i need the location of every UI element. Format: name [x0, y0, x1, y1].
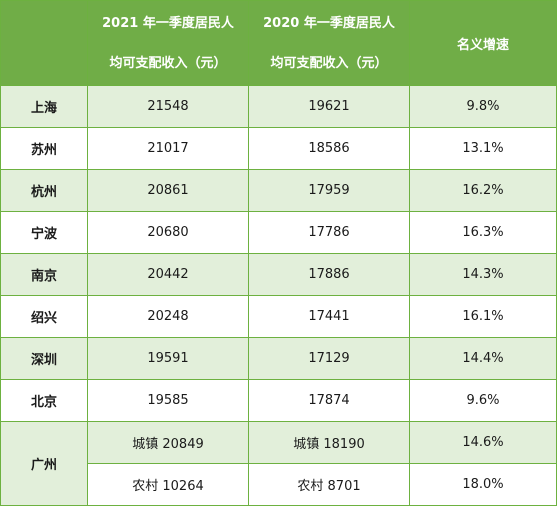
header-income-2020-line1: 2020 年一季度居民人	[263, 15, 395, 31]
income-2020-cell: 18586	[248, 127, 410, 170]
income-2021-cell: 19591	[87, 337, 249, 380]
income-2020-cell: 19621	[248, 85, 410, 128]
income-2020-cell: 17441	[248, 295, 410, 338]
city-cell: 北京	[0, 379, 88, 422]
growth-cell: 14.3%	[409, 253, 557, 296]
city-cell: 深圳	[0, 337, 88, 380]
table-row: 上海 21548 19621 9.8%	[0, 85, 557, 128]
income-2021-cell: 21017	[87, 127, 249, 170]
city-cell: 南京	[0, 253, 88, 296]
city-cell: 宁波	[0, 211, 88, 254]
table-row: 绍兴 20248 17441 16.1%	[0, 295, 557, 338]
header-growth: 名义增速	[409, 0, 557, 86]
city-cell: 上海	[0, 85, 88, 128]
city-cell: 杭州	[0, 169, 88, 212]
growth-cell: 16.3%	[409, 211, 557, 254]
header-income-2021-line2: 均可支配收入（元）	[109, 55, 227, 71]
income-2021-cell: 20861	[87, 169, 249, 212]
table-row: 杭州 20861 17959 16.2%	[0, 169, 557, 212]
header-income-2020: 2020 年一季度居民人 均可支配收入（元）	[248, 0, 410, 86]
income-2021-urban-cell: 城镇 20849	[87, 421, 249, 464]
city-cell: 绍兴	[0, 295, 88, 338]
income-2021-cell: 20442	[87, 253, 249, 296]
income-2020-urban-cell: 城镇 18190	[248, 421, 410, 464]
income-2020-cell: 17874	[248, 379, 410, 422]
growth-cell: 16.2%	[409, 169, 557, 212]
income-2020-cell: 17786	[248, 211, 410, 254]
income-2020-rural-cell: 农村 8701	[248, 463, 410, 506]
income-2020-cell: 17886	[248, 253, 410, 296]
table-row: 南京 20442 17886 14.3%	[0, 253, 557, 296]
growth-cell: 9.8%	[409, 85, 557, 128]
income-2021-cell: 20680	[87, 211, 249, 254]
header-income-2021: 2021 年一季度居民人 均可支配收入（元）	[87, 0, 249, 86]
income-2021-cell: 19585	[87, 379, 249, 422]
header-city	[0, 0, 88, 86]
growth-cell: 13.1%	[409, 127, 557, 170]
table-row-guangzhou-rural: 农村 10264 农村 8701 18.0%	[1, 463, 557, 506]
growth-cell: 14.4%	[409, 337, 557, 380]
city-cell: 苏州	[0, 127, 88, 170]
growth-rural-cell: 18.0%	[409, 463, 557, 506]
growth-cell: 9.6%	[409, 379, 557, 422]
table-row: 北京 19585 17874 9.6%	[0, 379, 557, 422]
header-row: 2021 年一季度居民人 均可支配收入（元） 2020 年一季度居民人 均可支配…	[0, 0, 557, 86]
income-2020-cell: 17959	[248, 169, 410, 212]
table-row: 深圳 19591 17129 14.4%	[0, 337, 557, 380]
income-2021-rural-cell: 农村 10264	[87, 463, 249, 506]
income-2021-cell: 20248	[87, 295, 249, 338]
income-2021-cell: 21548	[87, 85, 249, 128]
city-cell-guangzhou: 广州	[0, 421, 88, 506]
header-income-2020-line2: 均可支配收入（元）	[270, 55, 388, 71]
table-row-guangzhou-urban: 广州 城镇 20849 城镇 18190 14.6%	[0, 421, 557, 506]
table-row: 宁波 20680 17786 16.3%	[0, 211, 557, 254]
growth-urban-cell: 14.6%	[409, 421, 557, 464]
table-row: 苏州 21017 18586 13.1%	[0, 127, 557, 170]
header-income-2021-line1: 2021 年一季度居民人	[102, 15, 234, 31]
income-2020-cell: 17129	[248, 337, 410, 380]
growth-cell: 16.1%	[409, 295, 557, 338]
